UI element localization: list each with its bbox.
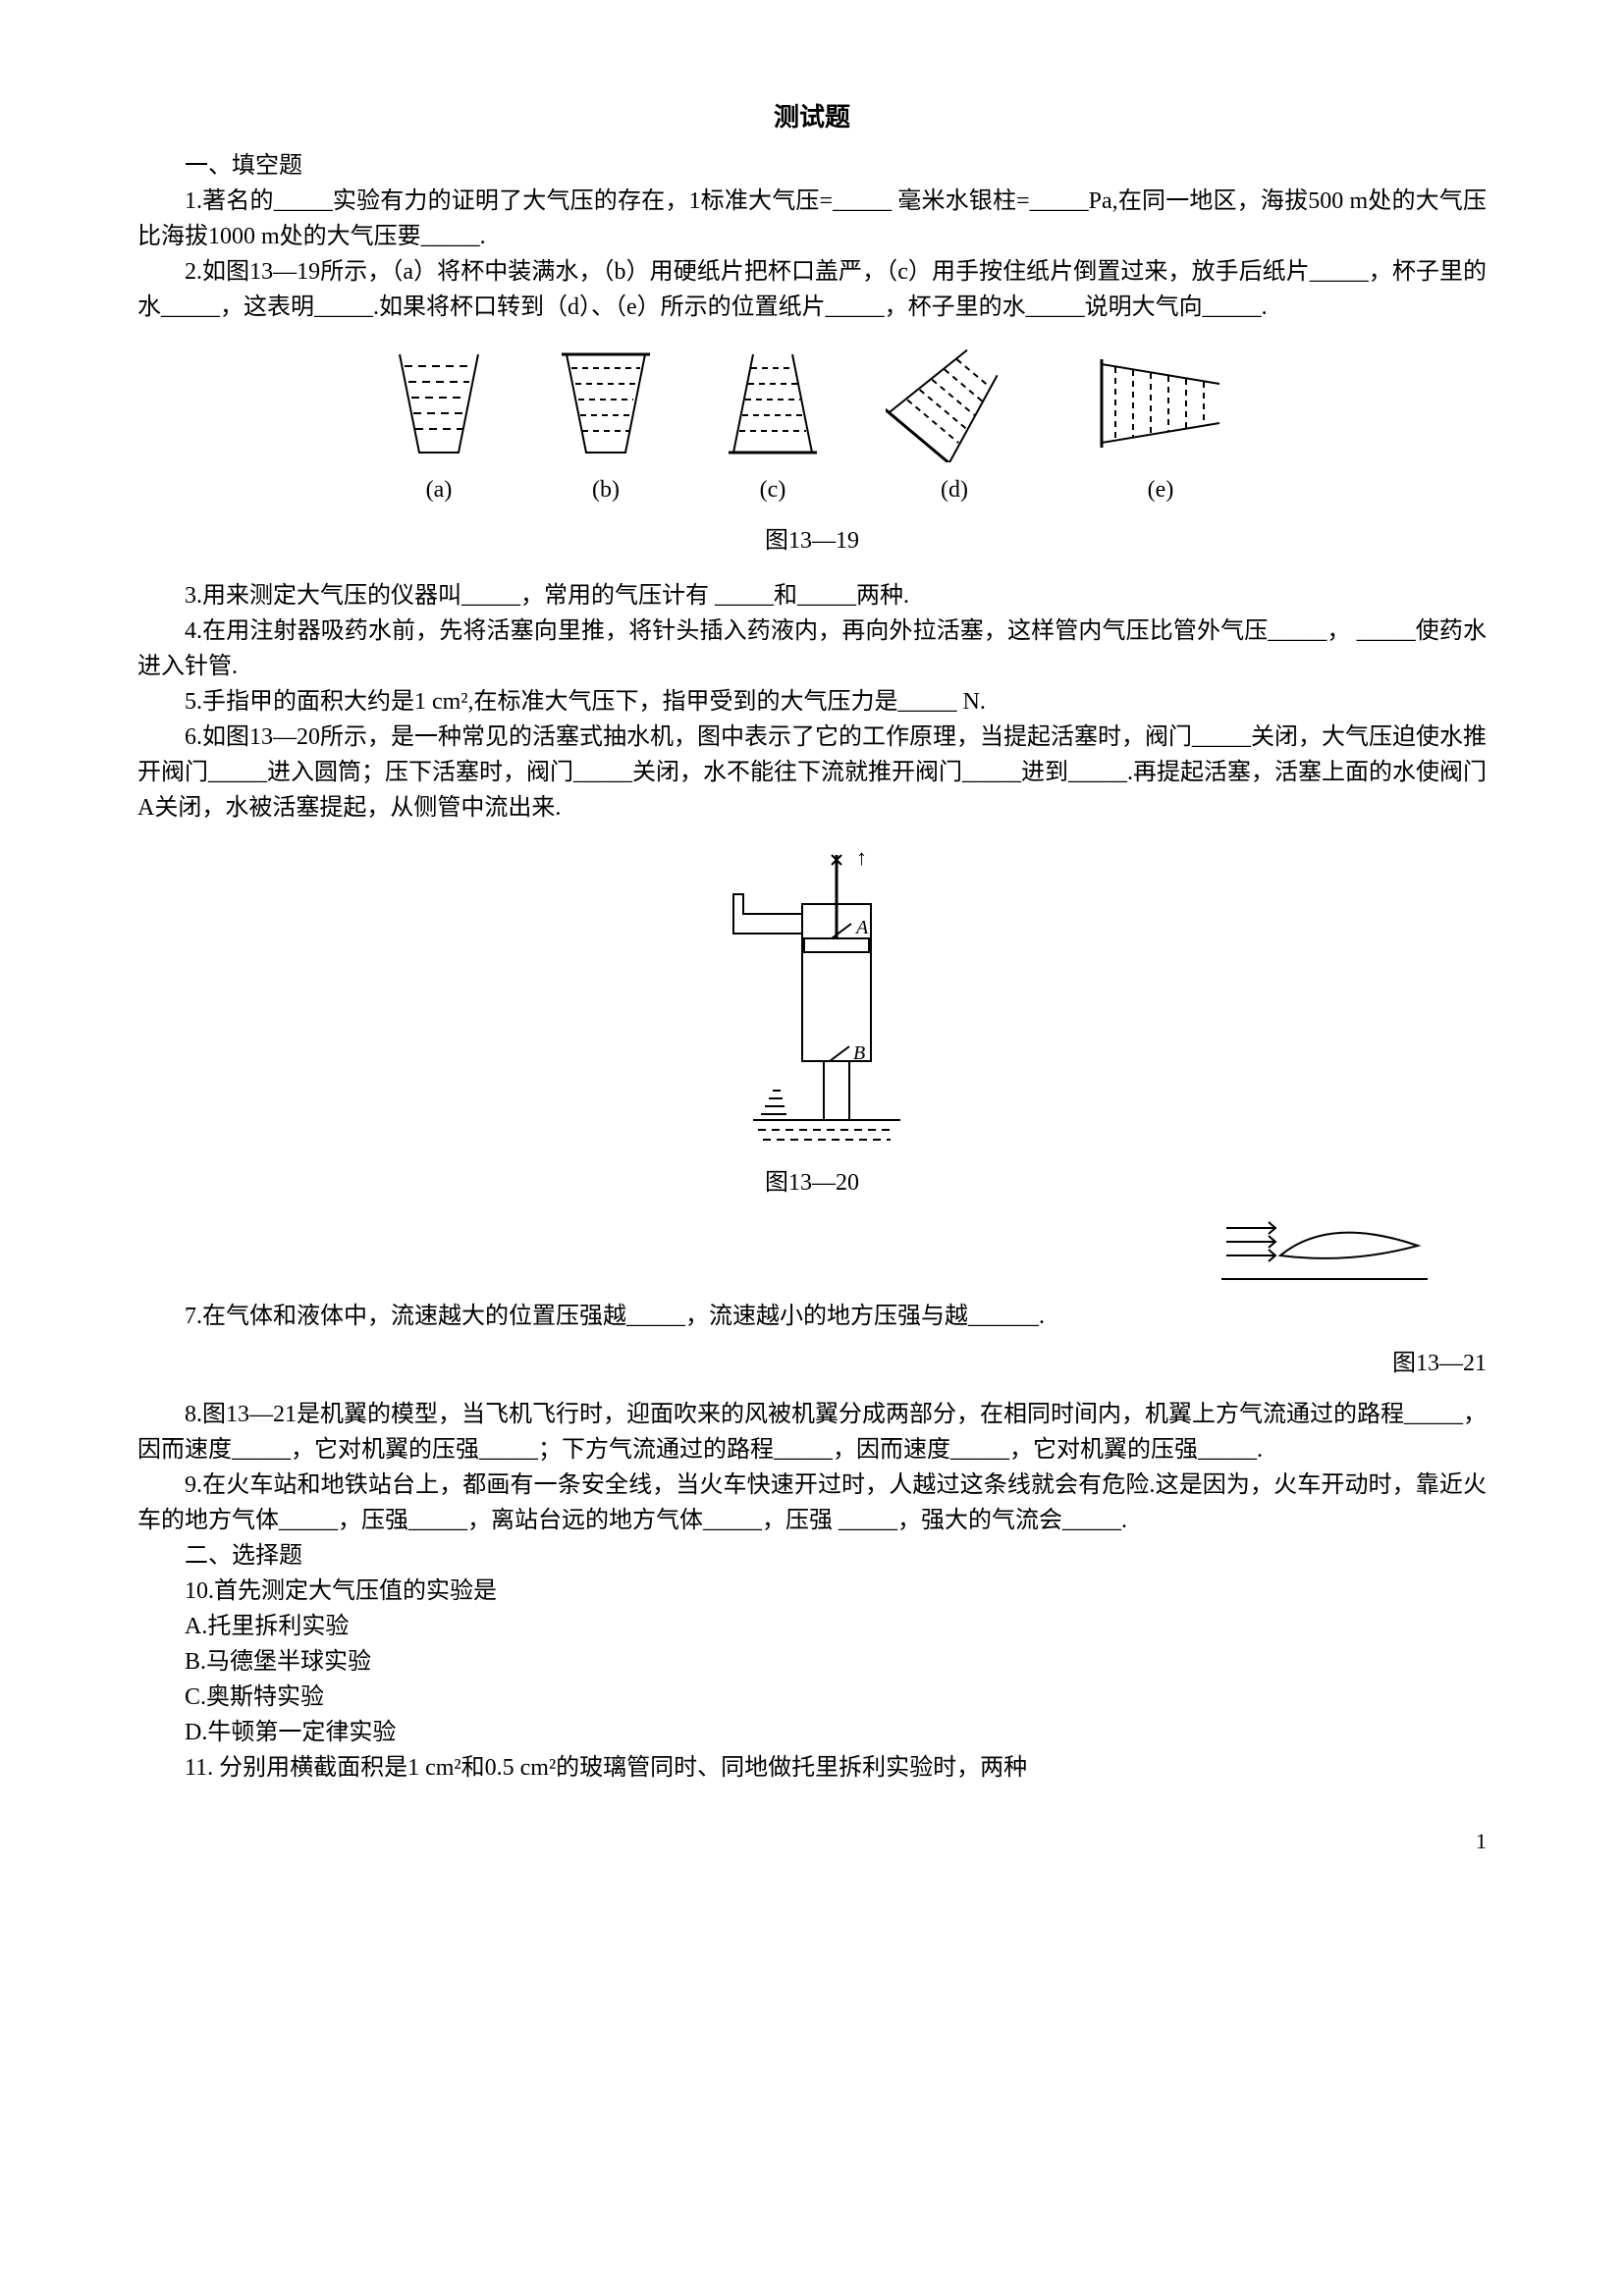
figure-13-21: [137, 1210, 1487, 1299]
cup-a-icon: [385, 345, 493, 462]
figure-13-19-caption: 图13—19: [137, 523, 1487, 559]
question-10-option-b: B.马德堡半球实验: [137, 1644, 1487, 1680]
page-number: 1: [137, 1825, 1487, 1857]
figure-13-20: ↑ A B: [137, 845, 1487, 1149]
question-8: 8.图13—21是机翼的模型，当飞机飞行时，迎面吹来的风被机翼分成两部分，在相同…: [137, 1397, 1487, 1468]
wing-icon: [1221, 1210, 1428, 1299]
question-2: 2.如图13—19所示，（a）将杯中装满水，（b）用硬纸片把杯口盖严，（c）用手…: [137, 254, 1487, 325]
figure-13-21-caption: 图13—21: [137, 1346, 1487, 1381]
question-9: 9.在火车站和地铁站台上，都画有一条安全线，当火车快速开过时，人越过这条线就会有…: [137, 1468, 1487, 1538]
svg-text:A: A: [854, 917, 869, 938]
figure-13-19-d: (d): [886, 345, 1023, 507]
figure-13-19-e-label: (e): [1148, 472, 1174, 507]
pump-icon: ↑ A B: [704, 845, 920, 1149]
section-1-head: 一、填空题: [137, 148, 1487, 184]
cup-d-icon: [886, 345, 1023, 462]
question-1: 1.著名的_____实验有力的证明了大气压的存在，1标准大气压=_____ 毫米…: [137, 184, 1487, 254]
cup-e-icon: [1082, 345, 1239, 462]
question-3: 3.用来测定大气压的仪器叫_____，常用的气压计有 _____和_____两种…: [137, 578, 1487, 614]
question-6: 6.如图13—20所示，是一种常见的活塞式抽水机，图中表示了它的工作原理，当提起…: [137, 720, 1487, 826]
question-10-option-d: D.牛顿第一定律实验: [137, 1715, 1487, 1750]
figure-13-19-c: (c): [719, 345, 827, 507]
svg-text:B: B: [853, 1042, 865, 1064]
figure-13-19-a: (a): [385, 345, 493, 507]
figure-13-19-b: (b): [552, 345, 660, 507]
question-4: 4.在用注射器吸药水前，先将活塞向里推，将针头插入药液内，再向外拉活塞，这样管内…: [137, 614, 1487, 684]
question-7: 7.在气体和液体中，流速越大的位置压强越_____，流速越小的地方压强与越___…: [137, 1299, 1487, 1334]
question-10-stem: 10.首先测定大气压值的实验是: [137, 1574, 1487, 1609]
figure-13-19: (a) (b) (c): [137, 345, 1487, 507]
page-title: 测试题: [137, 98, 1487, 136]
question-5: 5.手指甲的面积大约是1 cm²,在标准大气压下，指甲受到的大气压力是_____…: [137, 684, 1487, 720]
question-11: 11. 分别用横截面积是1 cm²和0.5 cm²的玻璃管同时、同地做托里拆利实…: [137, 1750, 1487, 1786]
figure-13-19-e: (e): [1082, 345, 1239, 507]
figure-13-19-c-label: (c): [760, 472, 786, 507]
figure-13-19-b-label: (b): [592, 472, 620, 507]
cup-b-icon: [552, 345, 660, 462]
figure-13-20-caption: 图13—20: [137, 1165, 1487, 1201]
cup-c-icon: [719, 345, 827, 462]
figure-13-19-a-label: (a): [426, 472, 453, 507]
svg-text:↑: ↑: [856, 845, 867, 870]
section-2-head: 二、选择题: [137, 1538, 1487, 1574]
question-10-option-a: A.托里拆利实验: [137, 1609, 1487, 1644]
question-10-option-c: C.奥斯特实验: [137, 1680, 1487, 1715]
figure-13-19-d-label: (d): [941, 472, 968, 507]
